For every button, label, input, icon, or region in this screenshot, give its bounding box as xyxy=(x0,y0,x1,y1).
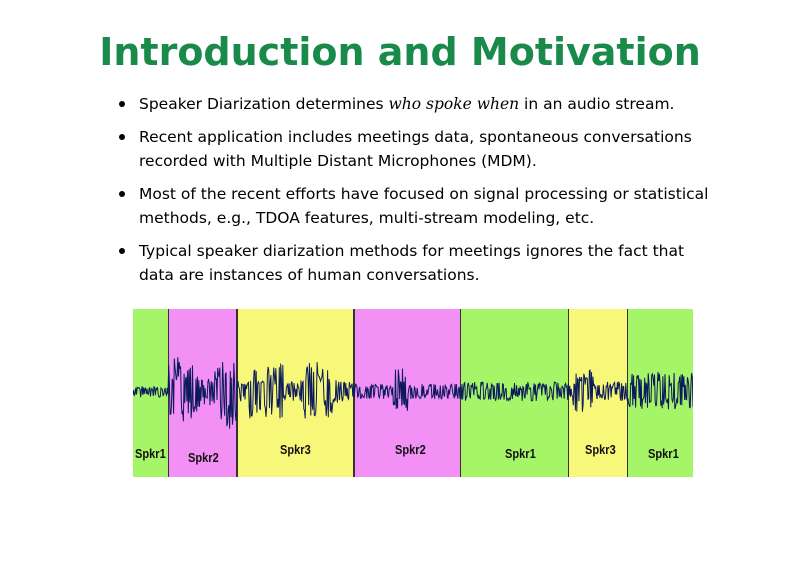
segment-label: Spkr1 xyxy=(648,446,679,461)
audio-waveform xyxy=(133,357,693,429)
segment-label: Spkr1 xyxy=(505,446,536,461)
bullet-item: Most of the recent efforts have focused … xyxy=(115,182,715,230)
bullet-item: Typical speaker diarization methods for … xyxy=(115,239,715,287)
segment-label: Spkr1 xyxy=(135,446,166,461)
segment-label: Spkr3 xyxy=(280,442,311,457)
segment-label: Spkr3 xyxy=(585,442,616,457)
segment-label: Spkr2 xyxy=(395,442,426,457)
bullet-dot-icon xyxy=(119,191,125,197)
slide-title: Introduction and Motivation xyxy=(99,30,701,74)
diarization-diagram: Spkr1 Spkr2 Spkr3 Spkr2 Spkr1 Spkr3 Spkr… xyxy=(133,309,693,477)
bullet-item: Recent application includes meetings dat… xyxy=(115,125,715,173)
waveform-line xyxy=(133,357,693,429)
bullet-dot-icon xyxy=(119,101,125,107)
bullet-list: Speaker Diarization determines who spoke… xyxy=(115,92,715,296)
bullet-dot-icon xyxy=(119,248,125,254)
segment-label: Spkr2 xyxy=(188,450,219,465)
bullet-item: Speaker Diarization determines who spoke… xyxy=(115,92,715,116)
bullet-dot-icon xyxy=(119,134,125,140)
emphasis-text: who spoke when xyxy=(388,95,520,113)
